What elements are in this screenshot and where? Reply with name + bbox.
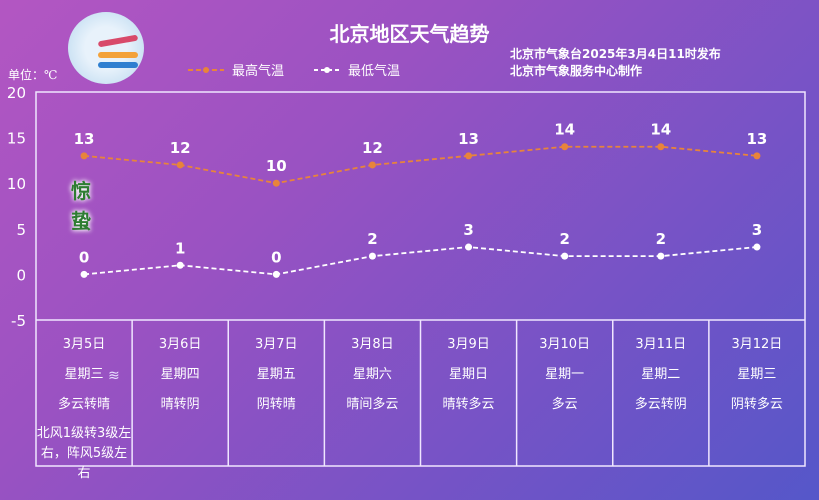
data-label: 13	[458, 130, 479, 148]
weather-label: 阴转晴	[256, 397, 296, 412]
data-point	[176, 161, 184, 169]
meteorological-service-logo	[68, 12, 144, 84]
legend-high-marker	[188, 66, 224, 73]
data-label: 14	[650, 121, 671, 139]
date-label: 3月11日	[635, 337, 687, 352]
solar-term-char-2: 蛰	[71, 209, 91, 233]
weather-label: 晴转多云	[442, 397, 495, 412]
date-label: 3月8日	[351, 337, 394, 352]
date-label: 3月6日	[158, 337, 202, 352]
data-label: 13	[747, 130, 768, 148]
date-label: 3月7日	[254, 337, 298, 352]
data-label: 12	[362, 139, 383, 157]
weather-label: 阴转多云	[730, 397, 783, 412]
legend-low: 最低气温	[312, 60, 400, 79]
forecast-day-cell: 3月5日 星期三 多云转晴北风1级转3级左右，阵风5级左右	[36, 330, 132, 484]
data-label: 13	[74, 130, 95, 148]
weekday-label: 星期四	[160, 367, 200, 382]
legend-low-marker	[314, 66, 340, 73]
issuer-line-2: 北京市气象服务中心制作	[510, 64, 643, 78]
date-label: 3月5日	[62, 337, 106, 352]
weather-label: 晴转阴	[160, 397, 200, 412]
data-point	[176, 261, 184, 269]
data-label: 2	[367, 230, 377, 248]
forecast-day-cell: 3月8日 星期六 晴间多云	[324, 330, 420, 420]
data-point	[465, 152, 473, 160]
weekday-label: 星期二	[641, 367, 681, 382]
data-point	[561, 143, 569, 151]
date-label: 3月12日	[731, 337, 783, 352]
weather-label: 多云	[551, 397, 578, 412]
date-label: 3月10日	[539, 337, 591, 352]
weather-label: 晴间多云	[346, 397, 399, 412]
weather-label: 多云转阴	[634, 397, 687, 412]
data-label: 0	[271, 248, 281, 266]
unit-label: 单位：℃	[8, 68, 58, 82]
data-point	[465, 243, 473, 251]
wind-icon: ≋	[108, 368, 120, 384]
forecast-day-cell: 3月9日 星期日 晴转多云	[421, 330, 517, 420]
wind-label: 北风1级转3级左右，阵风5级左右	[36, 426, 132, 481]
weekday-label: 星期日	[448, 367, 488, 382]
series-line-low	[83, 246, 758, 276]
issuer-line-1: 北京市气象台2025年3月4日11时发布	[510, 47, 721, 61]
weekday-label: 星期三	[737, 367, 777, 382]
data-label: 2	[656, 230, 666, 248]
data-label: 2	[559, 230, 569, 248]
data-point	[753, 152, 761, 160]
data-label: 14	[554, 121, 575, 139]
page-title: 北京地区天气趋势	[329, 22, 490, 46]
data-label: 0	[79, 248, 89, 266]
data-label: 12	[170, 139, 191, 157]
data-label: 10	[266, 157, 287, 175]
y-tick-label: 10	[7, 175, 26, 193]
forecast-day-cell: 3月11日 星期二 多云转阴	[613, 330, 709, 420]
legend-high-label: 最高气温	[232, 64, 285, 79]
solar-term-char-1: 惊	[71, 179, 91, 203]
data-point	[272, 270, 280, 278]
data-point	[80, 152, 88, 160]
data-point	[368, 161, 376, 169]
data-point	[657, 143, 665, 151]
y-tick-label: 0	[16, 266, 26, 284]
forecast-day-cell: 3月7日 星期五 阴转晴	[228, 330, 324, 420]
data-point	[753, 243, 761, 251]
series-line-high	[83, 145, 758, 185]
data-label: 3	[463, 221, 473, 239]
weekday-label: 星期一	[545, 367, 585, 382]
y-tick-label: -5	[11, 312, 26, 330]
forecast-day-cell: 3月10日 星期一 多云	[517, 330, 613, 420]
weekday-label: 星期三	[64, 367, 104, 382]
date-label: 3月9日	[447, 337, 490, 352]
data-label: 3	[752, 221, 762, 239]
forecast-day-cell: 3月12日 星期三 阴转多云	[709, 330, 805, 420]
forecast-day-cell: 3月6日 星期四 晴转阴	[132, 330, 228, 420]
y-tick-label: 20	[7, 84, 26, 102]
issuer-info: 北京市气象台2025年3月4日11时发布 北京市气象服务中心制作	[510, 46, 721, 80]
data-point	[80, 270, 88, 278]
y-tick-label: 5	[16, 221, 26, 239]
weekday-label: 星期六	[352, 367, 392, 382]
weekday-label: 星期五	[256, 367, 296, 382]
data-point	[657, 252, 665, 260]
legend-high: 最高气温	[186, 60, 284, 79]
y-tick-label: 15	[7, 130, 26, 148]
data-label: 1	[175, 239, 185, 257]
legend-low-label: 最低气温	[348, 64, 401, 79]
weather-label: 多云转晴	[57, 397, 110, 412]
data-point	[272, 179, 280, 187]
data-point	[561, 252, 569, 260]
data-point	[368, 252, 376, 260]
